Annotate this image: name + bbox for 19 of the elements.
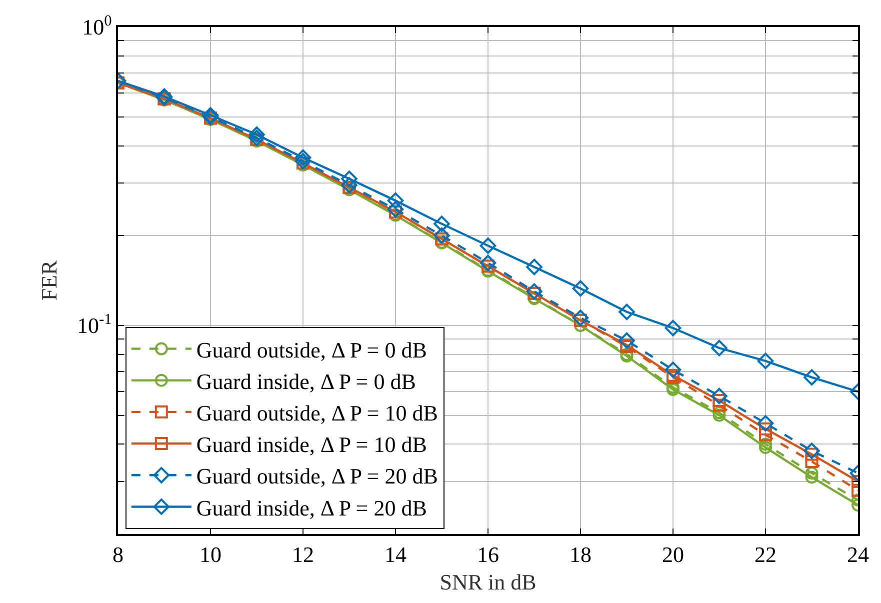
x-tick-label: 12 xyxy=(292,542,314,568)
y-tick-label: 10$^{0}$ xyxy=(82,12,112,40)
legend-label: Guard outside, Δ P = 20 dB xyxy=(196,464,438,489)
x-tick-label: 8 xyxy=(112,542,124,568)
legend-label: Guard outside, Δ P = 10 dB xyxy=(196,400,438,426)
x-tick-label: 20 xyxy=(662,542,684,568)
x-tick-label: 22 xyxy=(754,542,776,568)
legend-label: Guard inside, Δ P = 10 dB xyxy=(196,432,427,458)
x-tick-label: 16 xyxy=(477,542,499,568)
legend-label: Guard inside, Δ P = 0 dB xyxy=(196,368,416,394)
x-tick-label: 24 xyxy=(847,542,869,568)
y-axis-title: FER xyxy=(36,260,62,301)
legend-label: Guard inside, Δ P = 20 dB xyxy=(196,495,427,520)
y-tick-label: 10$^{-1}$ xyxy=(77,310,112,338)
x-tick-label: 14 xyxy=(384,542,406,568)
legend-label: Guard outside, Δ P = 0 dB xyxy=(196,337,427,362)
x-tick-label: 18 xyxy=(570,542,592,568)
x-axis-title: SNR in dB xyxy=(440,570,536,595)
x-tick-label: 10 xyxy=(200,542,222,568)
